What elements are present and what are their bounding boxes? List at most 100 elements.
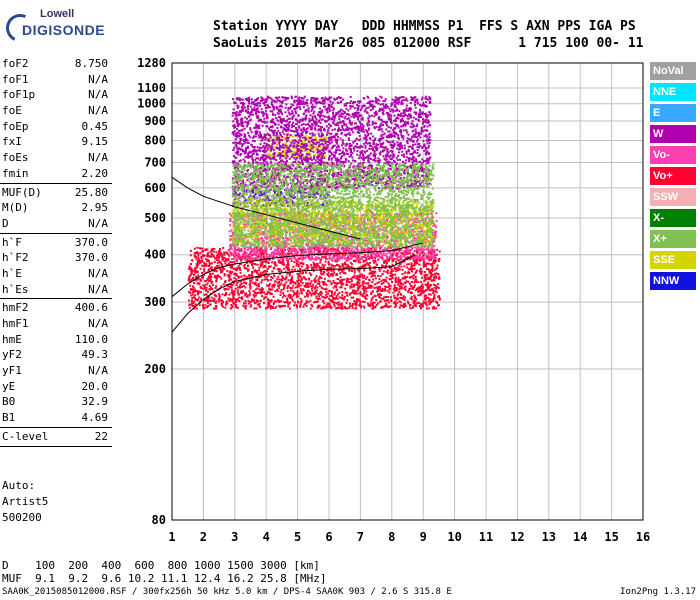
echo-point (264, 276, 266, 278)
echo-point (251, 271, 253, 273)
echo-point (238, 194, 240, 196)
x-tick-label: 11 (479, 530, 493, 544)
echo-point (229, 235, 231, 237)
echo-point (434, 269, 436, 271)
echo-point (255, 252, 257, 254)
echo-point (355, 302, 357, 304)
echo-point (247, 249, 249, 251)
echo-point (237, 253, 239, 255)
echo-point (263, 302, 265, 304)
echo-point (379, 301, 381, 303)
echo-point (386, 277, 388, 279)
echo-point (280, 294, 282, 296)
echo-point (225, 302, 227, 304)
echo-point (424, 294, 426, 296)
echo-point (417, 281, 419, 283)
echo-point (394, 297, 396, 299)
echo-point (429, 263, 431, 265)
echo-point (267, 268, 269, 270)
echo-point (295, 283, 297, 285)
echo-point (225, 252, 227, 254)
echo-point (402, 306, 404, 308)
echo-point (422, 292, 424, 294)
echo-point (316, 249, 318, 251)
echo-point (270, 279, 272, 281)
echo-point (192, 294, 194, 296)
echo-point (432, 300, 434, 302)
echo-point (310, 274, 312, 276)
echo-point (199, 278, 201, 280)
echo-point (427, 282, 429, 284)
echo-point (250, 247, 252, 249)
echo-point (383, 270, 385, 272)
echo-point (256, 279, 258, 281)
echo-point (400, 249, 402, 251)
echo-point (268, 262, 270, 264)
echo-point (315, 246, 317, 248)
echo-point (381, 290, 383, 292)
echo-point (426, 274, 428, 276)
echo-point (405, 253, 407, 255)
echo-point (288, 285, 290, 287)
echo-point (371, 281, 373, 283)
echo-point (254, 296, 256, 298)
echo-point (255, 307, 257, 309)
echo-point (416, 302, 418, 304)
echo-point (291, 276, 293, 278)
echo-point (346, 294, 348, 296)
echo-point (246, 252, 248, 254)
echo-point (240, 297, 242, 299)
echo-point (317, 300, 319, 302)
echo-point (238, 297, 240, 299)
echo-point (230, 292, 232, 294)
echo-point (196, 308, 198, 310)
echo-point (317, 263, 319, 265)
echo-point (368, 287, 370, 289)
echo-point (330, 270, 332, 272)
echo-point (396, 258, 398, 260)
echo-point (197, 254, 199, 256)
echo-point (401, 258, 403, 260)
echo-point (433, 206, 435, 208)
echo-point (388, 283, 390, 285)
echo-point (231, 248, 233, 250)
echo-point (250, 306, 252, 308)
echo-point (253, 307, 255, 309)
echo-point (432, 270, 434, 272)
echo-point (201, 258, 203, 260)
echo-point (236, 282, 238, 284)
echo-point (403, 266, 405, 268)
echo-point (372, 296, 374, 298)
echo-point (191, 299, 193, 301)
echo-point (340, 276, 342, 278)
echo-point (206, 254, 208, 256)
echo-point (242, 305, 244, 307)
echo-point (219, 248, 221, 250)
echo-point (353, 250, 355, 252)
echo-point (282, 284, 284, 286)
echo-point (382, 273, 384, 275)
echo-point (388, 302, 390, 304)
echo-point (363, 276, 365, 278)
echo-point (204, 255, 206, 257)
echo-point (297, 301, 299, 303)
echo-point (206, 306, 208, 308)
echo-point (228, 276, 230, 278)
echo-point (429, 258, 431, 260)
echo-point (433, 298, 435, 300)
echo-point (364, 256, 366, 258)
echo-point (320, 258, 322, 260)
echo-point (325, 294, 327, 296)
echo-point (297, 251, 299, 253)
echo-point (264, 296, 266, 298)
echo-point (356, 256, 358, 258)
echo-point (300, 262, 302, 264)
echo-point (322, 264, 324, 266)
echo-point (369, 279, 371, 281)
echo-point (383, 262, 385, 264)
echo-point (436, 254, 438, 256)
echo-point (235, 258, 237, 260)
echo-point (296, 280, 298, 282)
echo-point (428, 293, 430, 295)
echo-point (249, 292, 251, 294)
